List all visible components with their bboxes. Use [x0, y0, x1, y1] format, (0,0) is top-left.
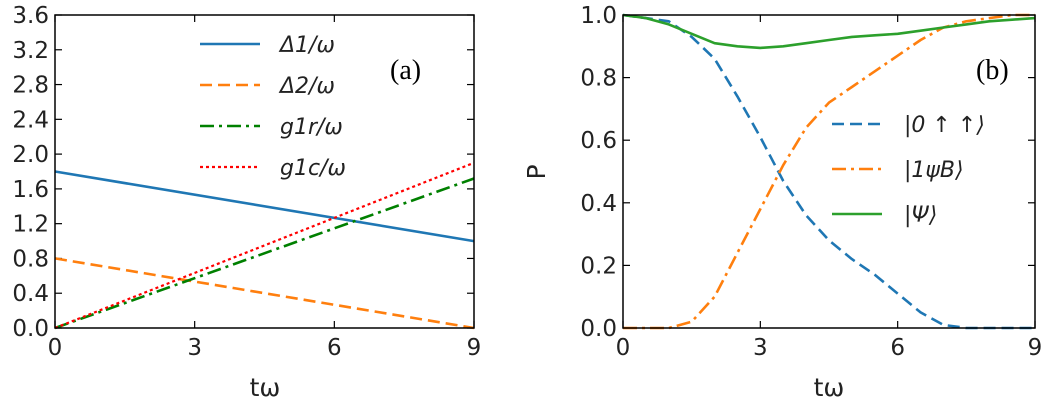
- legend-label-1: |1ψB⟩: [904, 158, 964, 183]
- panel-b-xlabel: tω: [814, 373, 845, 402]
- xtick-label: 6: [890, 335, 905, 361]
- series-line-2: [55, 179, 474, 329]
- xtick-label: 9: [467, 335, 482, 361]
- series-line-1: [623, 15, 1035, 328]
- series-line-3: [55, 163, 474, 328]
- ytick-label: 0.8: [580, 66, 617, 92]
- xtick-label: 3: [753, 335, 768, 361]
- xtick-label: 0: [616, 335, 631, 361]
- panel-a-legend: Δ1/ω Δ2/ω g1r/ω g1c/ω: [200, 33, 346, 181]
- ytick-label: 0.2: [580, 253, 617, 279]
- panel-a-series: [55, 163, 474, 328]
- panel-b-series: [623, 15, 1035, 328]
- ytick-label: 3.2: [12, 38, 49, 64]
- series-line-0: [623, 15, 1035, 328]
- ytick-label: 2.0: [12, 142, 49, 168]
- xtick-label: 0: [48, 335, 63, 361]
- legend-label-0: |0 ↑ ↑⟩: [904, 113, 985, 138]
- panel-b: 0.00.20.40.60.81.00 3 6 9 (b) tω P |0 ↑ ↑⟩|…: [522, 3, 1042, 402]
- ytick-label: 1.6: [12, 177, 49, 203]
- legend-label-3: g1c/ω: [280, 156, 346, 181]
- xtick-label: 6: [327, 335, 342, 361]
- xtick-label: 9: [1028, 335, 1043, 361]
- series-line-0: [55, 172, 474, 242]
- legend-label-2: |Ψ⟩: [904, 203, 937, 228]
- xtick-label: 3: [187, 335, 202, 361]
- panel-b-label: (b): [976, 55, 1009, 86]
- ytick-label: 0.4: [12, 281, 49, 307]
- ytick-label: 2.8: [12, 73, 49, 99]
- ytick-label: 0.8: [12, 246, 49, 272]
- legend-label-2: g1r/ω: [280, 115, 343, 140]
- ytick-label: 1.2: [12, 212, 49, 238]
- ytick-label: 0.4: [580, 191, 617, 217]
- panel-b-ticks: 0.0 0.2 0.4 0.6 0.8 1.0 0 3 6 9: [580, 3, 1042, 361]
- ytick-label: 0.0: [12, 316, 49, 342]
- ytick-label: 2.4: [12, 107, 49, 133]
- figure: 0.0 0.4 0.8 1.2 1.6 2.0 2.4 2.8 3.2 3.6 0 3 6 9 (a) t…: [0, 0, 1056, 406]
- series-line-1: [55, 258, 474, 328]
- legend-label-1: Δ2/ω: [278, 74, 335, 99]
- ytick-label: 0.6: [580, 128, 617, 154]
- ytick-label: 0.0: [580, 316, 617, 342]
- legend-label-0: Δ1/ω: [278, 33, 335, 58]
- panel-b-ylabel: P: [522, 164, 551, 179]
- ytick-label: 1.0: [580, 3, 617, 29]
- panel-a-label: (a): [390, 55, 421, 86]
- panel-b-frame: [623, 15, 1035, 328]
- panel-b-legend: |0 ↑ ↑⟩ |1ψB⟩ |Ψ⟩: [832, 113, 985, 228]
- panel-a: 0.0 0.4 0.8 1.2 1.6 2.0 2.4 2.8 3.2 3.6 0 3 6 9 (a) t…: [12, 3, 481, 402]
- panel-a-xlabel: tω: [250, 373, 281, 402]
- ytick-label: 3.6: [12, 3, 49, 29]
